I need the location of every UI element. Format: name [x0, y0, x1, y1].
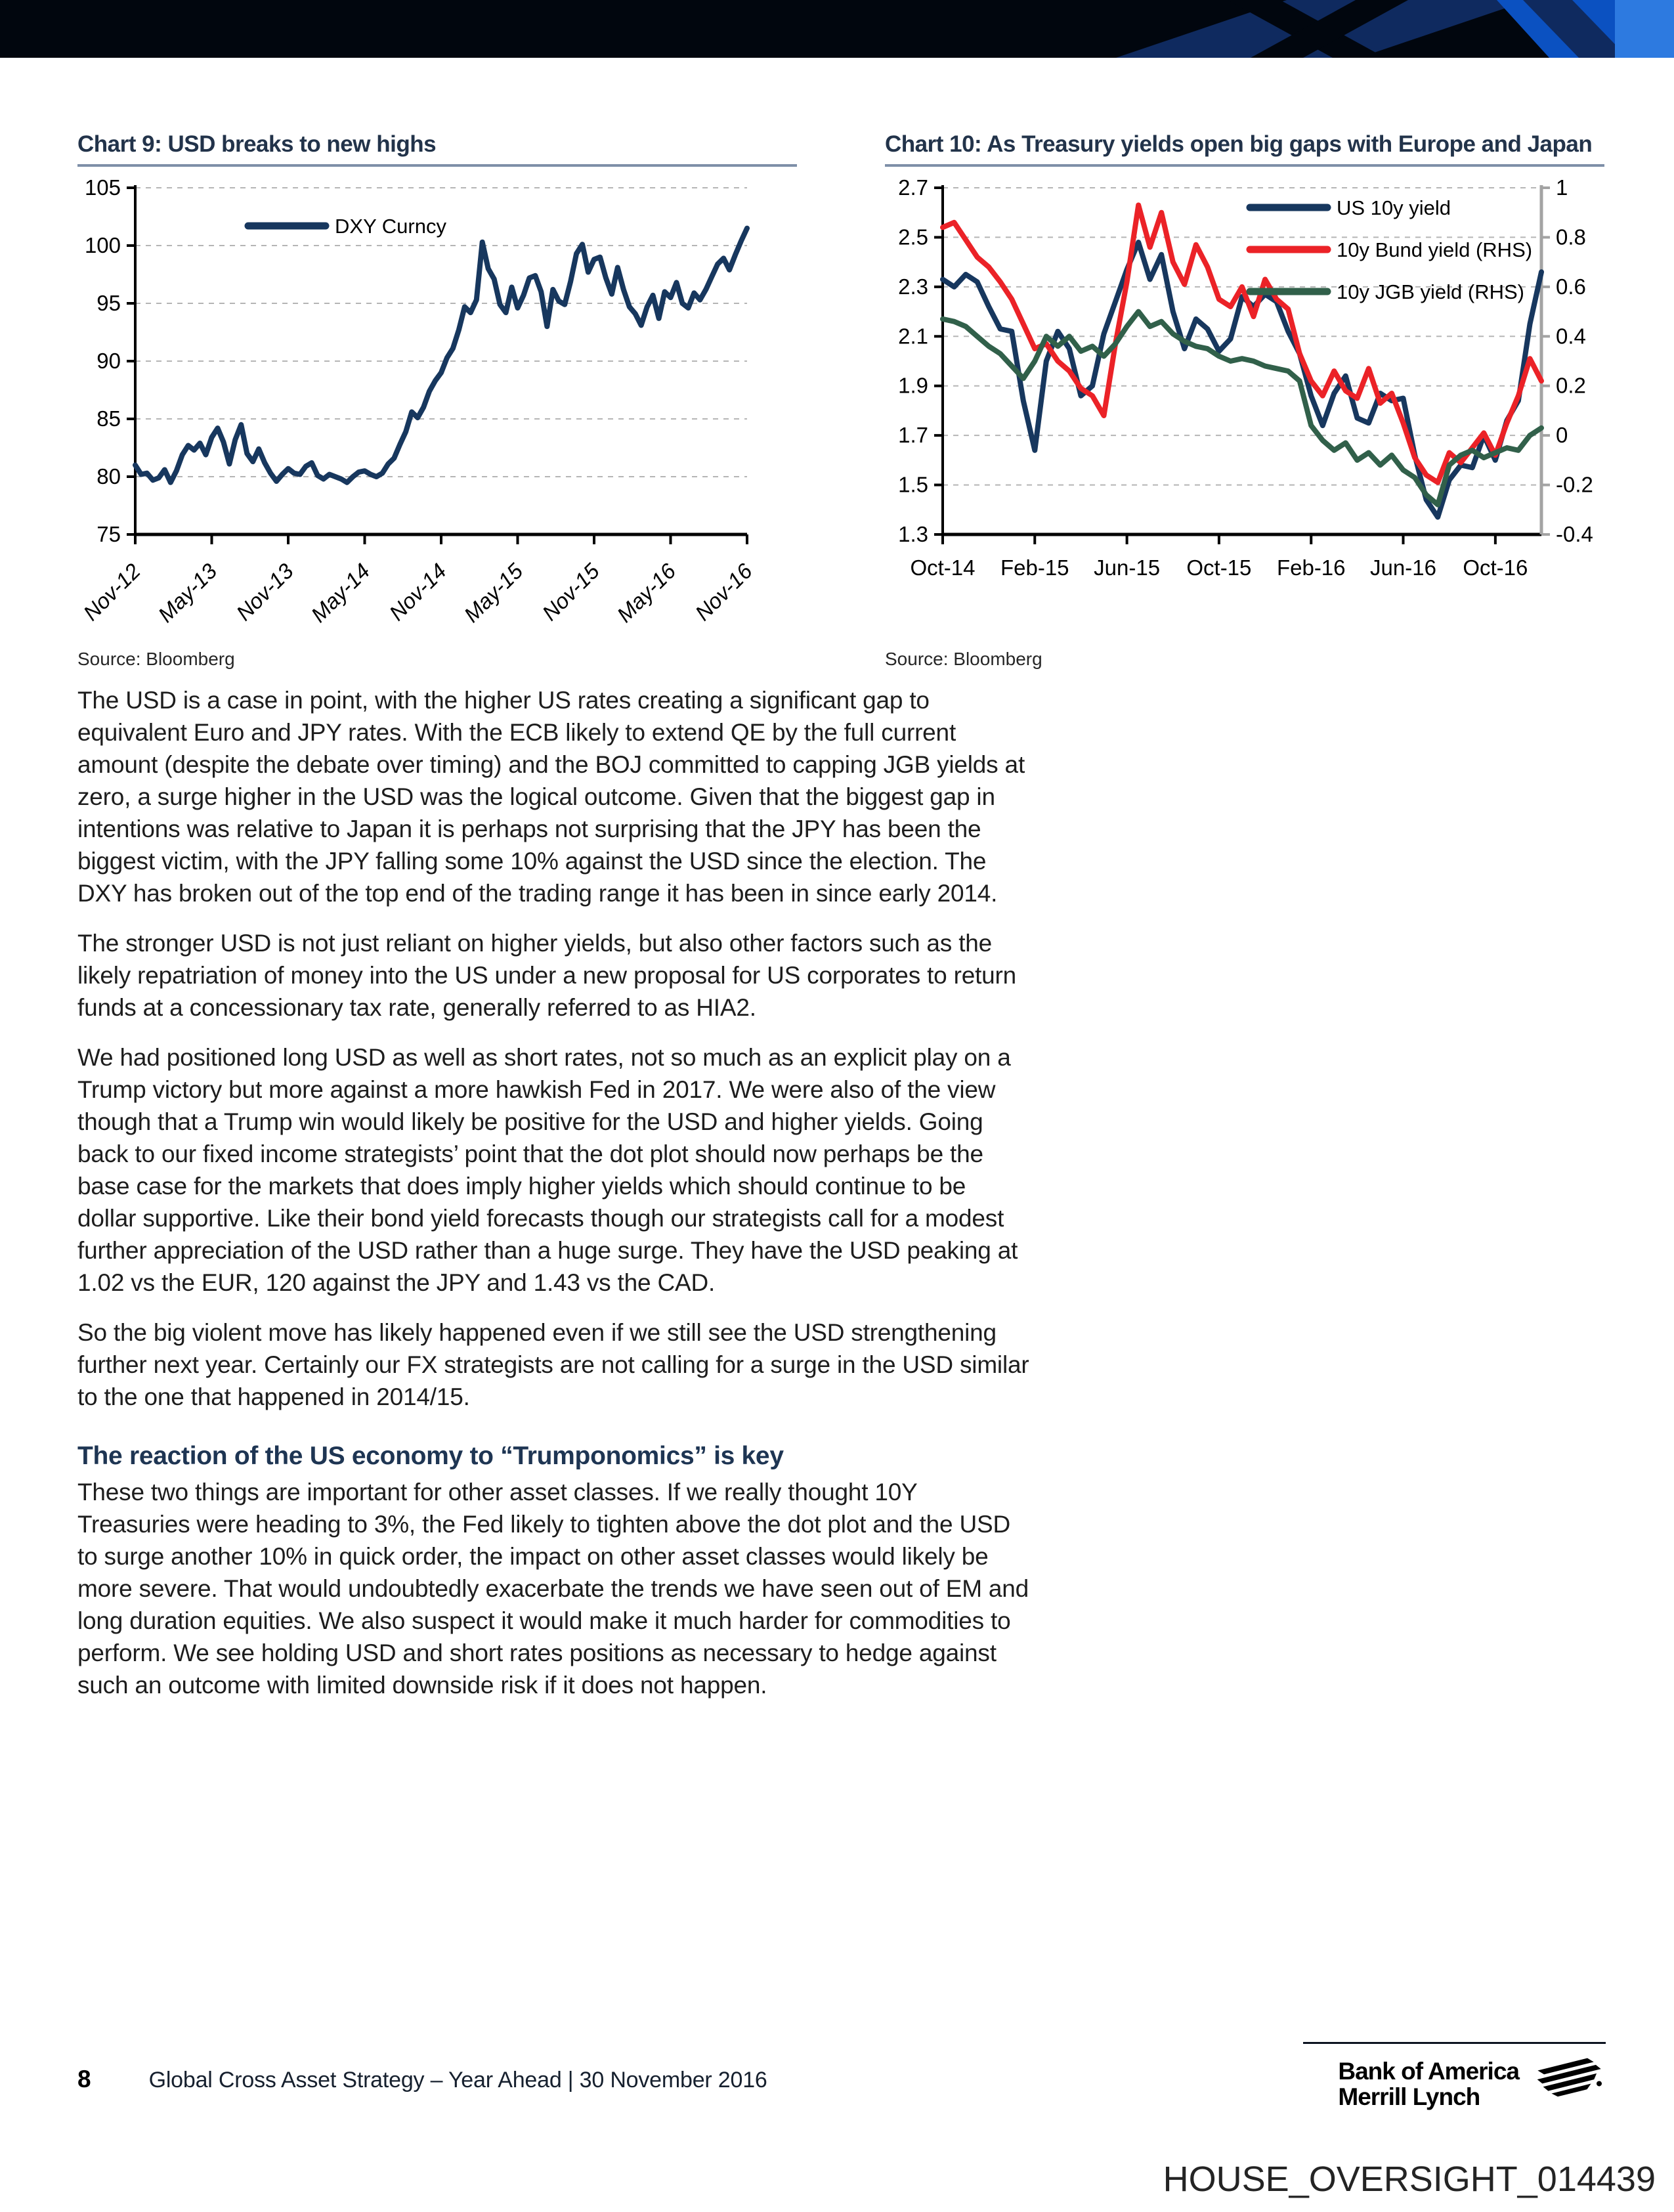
logo-rule	[1303, 2042, 1606, 2044]
legend-label: 10y JGB yield (RHS)	[1337, 280, 1524, 303]
section-heading: The reaction of the US economy to “Trump…	[77, 1442, 784, 1470]
x-axis-label: Oct-15	[1186, 555, 1251, 580]
chart9-plot: 105 100 95 90 85 80 75 Nov-12 May-13 Nov-13 May-14…	[79, 175, 758, 627]
article-body: The USD is a case in point, with the hig…	[77, 684, 1031, 1719]
right-axis-label: -0.2	[1556, 473, 1593, 497]
right-axis-label: 0.2	[1556, 374, 1586, 398]
series-dxy-curncy	[133, 225, 750, 485]
x-axis-label: May-13	[153, 558, 221, 626]
left-axis-label: 80	[97, 464, 121, 488]
chart10-title-rule	[885, 164, 1604, 167]
x-axis-label: Nov-16	[691, 558, 758, 625]
x-axis-label: May-14	[306, 559, 374, 627]
x-axis-label: Jun-16	[1370, 555, 1436, 580]
body-paragraph: We had positioned long USD as well as sh…	[77, 1044, 1018, 1296]
body-paragraph: The stronger USD is not just reliant on …	[77, 930, 1017, 1021]
chart10-title: Chart 10: As Treasury yields open big ga…	[885, 131, 1593, 157]
banner-light-slab	[1615, 0, 1674, 58]
right-axis-label: 1	[1556, 175, 1568, 200]
left-axis-label: 100	[85, 233, 121, 257]
body-paragraph: The USD is a case in point, with the hig…	[77, 687, 1025, 907]
left-axis-label: 105	[85, 175, 121, 200]
left-axis-label: 2.7	[898, 175, 928, 200]
right-axis-label: 0.6	[1556, 274, 1586, 299]
brand-logo-block: Bank of America Merrill Lynch	[1303, 2042, 1606, 2110]
x-axis-label: Nov-14	[385, 559, 451, 625]
series-us-10y-yield	[940, 240, 1544, 520]
brand-logo: Bank of America Merrill Lynch	[1303, 2058, 1606, 2110]
bates-stamp: HOUSE_OVERSIGHT_014439	[1163, 2159, 1656, 2199]
header-banner-graphic	[0, 0, 1674, 58]
brand-name-line1: Bank of America	[1338, 2058, 1520, 2085]
x-axis-label: Jun-15	[1094, 555, 1160, 580]
x-axis-label: Nov-12	[79, 559, 145, 625]
footer: 8 Global Cross Asset Strategy – Year Ahe…	[77, 2066, 767, 2093]
left-axis-label: 95	[97, 291, 121, 315]
left-axis-label: 85	[97, 406, 121, 431]
x-axis-label: Oct-14	[910, 555, 975, 580]
left-axis-label: 1.9	[898, 374, 928, 398]
right-axis-label: 0.8	[1556, 225, 1586, 249]
legend-label: DXY Curncy	[335, 215, 446, 238]
x-axis-label: Feb-15	[1000, 555, 1069, 580]
body-paragraph: These two things are important for other…	[77, 1479, 1029, 1699]
right-axis-label: -0.4	[1556, 522, 1593, 546]
left-axis-label: 2.1	[898, 324, 928, 348]
x-axis-label: May-16	[612, 558, 680, 626]
boa-flag-icon	[1537, 2058, 1602, 2097]
left-axis-label: 1.7	[898, 423, 928, 447]
chart9-title-rule	[77, 164, 797, 167]
chart9-container: Chart 9: USD breaks to new highs 105 100 9…	[77, 131, 797, 670]
legend-label: US 10y yield	[1337, 196, 1451, 219]
footer-publication-label: Global Cross Asset Strategy – Year Ahead…	[148, 2068, 767, 2093]
x-axis-label: Oct-16	[1463, 555, 1528, 580]
chart9-source: Source: Bloomberg	[77, 649, 235, 669]
chart10-source: Source: Bloomberg	[885, 649, 1042, 669]
left-axis-label: 90	[97, 349, 121, 373]
left-axis-label: 1.5	[898, 473, 928, 497]
brand-name-line2: Merrill Lynch	[1338, 2083, 1480, 2110]
left-axis-label: 2.3	[898, 274, 928, 299]
chart10-container: Chart 10: As Treasury yields open big ga…	[885, 131, 1604, 670]
right-axis-label: 0.4	[1556, 324, 1586, 348]
left-axis-label: 75	[97, 522, 121, 546]
legend-label: 10y Bund yield (RHS)	[1337, 238, 1532, 261]
banner-black-stripe-2	[1251, 0, 1408, 58]
page-number: 8	[77, 2066, 91, 2093]
series-10y-jgb-yield-(rhs)	[940, 309, 1544, 508]
left-axis-label: 1.3	[898, 522, 928, 546]
brand-logo-text: Bank of America Merrill Lynch	[1338, 2058, 1520, 2110]
left-axis-label: 2.5	[898, 225, 928, 249]
x-axis-label: Feb-16	[1277, 555, 1346, 580]
x-axis-label: Nov-13	[232, 558, 299, 625]
right-axis-label: 0	[1556, 423, 1568, 447]
body-paragraph: So the big violent move has likely happe…	[77, 1319, 1029, 1410]
x-axis-label: May-15	[459, 558, 527, 626]
banner-navy-stripe	[1523, 0, 1628, 58]
chart9-title: Chart 9: USD breaks to new highs	[77, 131, 437, 157]
chart10-plot: 2.7 2.5 2.3 2.1 1.9 1.7 1.5 1.3 Oct-14 Feb-15 Jun-…	[898, 175, 1593, 580]
x-axis-label: Nov-15	[538, 558, 605, 625]
